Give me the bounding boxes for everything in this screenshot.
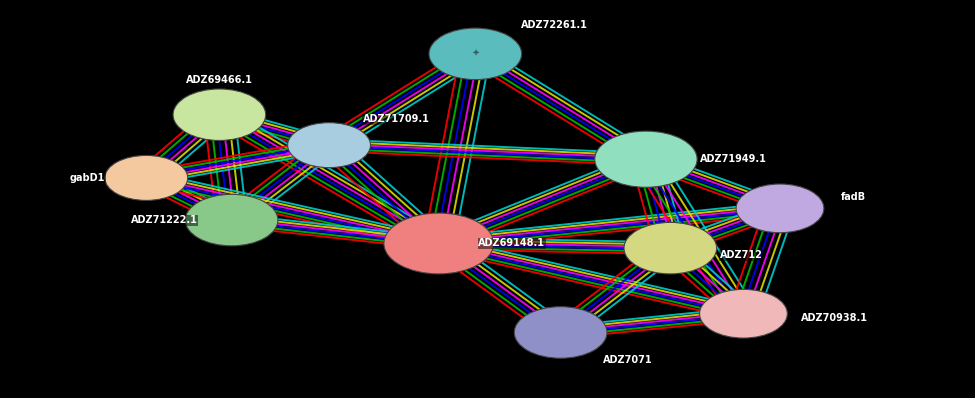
Ellipse shape	[174, 89, 265, 140]
Ellipse shape	[288, 123, 370, 168]
Ellipse shape	[736, 184, 824, 233]
Text: ✦: ✦	[471, 49, 480, 59]
Ellipse shape	[185, 194, 278, 246]
Ellipse shape	[384, 213, 493, 274]
Ellipse shape	[105, 156, 187, 201]
Text: gabD1: gabD1	[70, 173, 105, 183]
Text: ADZ69148.1: ADZ69148.1	[479, 238, 545, 248]
Ellipse shape	[700, 289, 788, 338]
Ellipse shape	[515, 307, 606, 358]
Text: ADZ69466.1: ADZ69466.1	[186, 74, 253, 85]
Text: ADZ7071: ADZ7071	[603, 355, 652, 365]
Text: ADZ712: ADZ712	[720, 250, 762, 260]
Text: ADZ71709.1: ADZ71709.1	[363, 114, 430, 125]
Text: ADZ72261.1: ADZ72261.1	[521, 20, 588, 30]
Text: ADZ71222.1: ADZ71222.1	[131, 215, 198, 225]
Ellipse shape	[595, 131, 697, 187]
Ellipse shape	[429, 28, 522, 80]
Ellipse shape	[624, 222, 717, 274]
Text: ADZ70938.1: ADZ70938.1	[801, 313, 869, 324]
Text: ADZ71949.1: ADZ71949.1	[700, 154, 767, 164]
Text: fadB: fadB	[840, 192, 866, 202]
